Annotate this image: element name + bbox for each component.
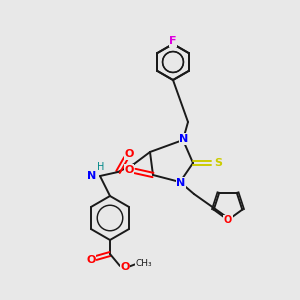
Text: S: S xyxy=(214,158,222,168)
Text: O: O xyxy=(86,255,96,265)
Text: CH₃: CH₃ xyxy=(136,260,152,268)
Text: N: N xyxy=(87,171,97,181)
Text: N: N xyxy=(179,134,189,144)
Text: O: O xyxy=(124,149,134,159)
Text: N: N xyxy=(176,178,186,188)
Text: O: O xyxy=(120,262,130,272)
Text: O: O xyxy=(124,165,134,175)
Text: H: H xyxy=(97,162,105,172)
Text: O: O xyxy=(224,215,232,225)
Text: F: F xyxy=(169,36,177,46)
